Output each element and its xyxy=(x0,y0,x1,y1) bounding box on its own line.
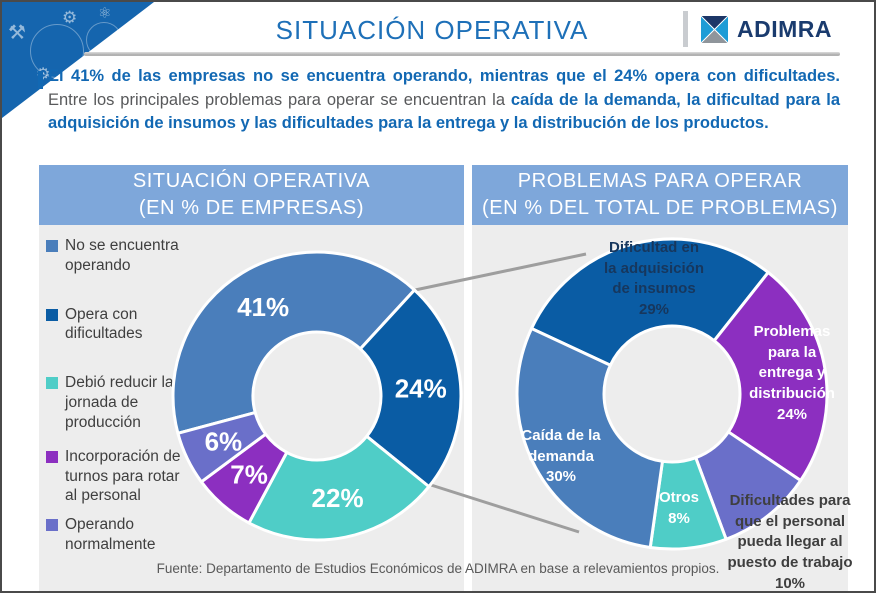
legend-swatch xyxy=(46,450,58,463)
gear-icon: ⚙ xyxy=(62,8,78,27)
legend-item: Operando normalmente xyxy=(46,515,191,555)
panel-right-header-line2: (EN % DEL TOTAL DE PROBLEMAS) xyxy=(481,197,838,219)
adimra-logo: ADIMRA xyxy=(683,11,832,47)
panel-left-header-line2: (EN % DE EMPRESAS) xyxy=(138,197,365,219)
intro-bold-tail: caída de la demanda, la dificultad para … xyxy=(48,90,840,133)
legend-label: Opera con dificultades xyxy=(65,305,143,343)
legend-swatch xyxy=(46,240,58,252)
legend-item: Debió reducir la jornada de producción xyxy=(46,373,191,432)
intro-accent-bar xyxy=(38,71,43,89)
header-divider xyxy=(84,52,840,56)
legend-label: Incorporación de turnos para rotar al pe… xyxy=(65,447,181,505)
legend-item: No se encuentra operando xyxy=(46,236,191,276)
legend-item: Opera con dificultades xyxy=(46,305,191,345)
source-note: Fuente: Departamento de Estudios Económi… xyxy=(156,561,720,576)
panel-problemas-operar: PROBLEMAS PARA OPERAR (EN % DEL TOTAL DE… xyxy=(472,165,848,591)
legend-label: Debió reducir la jornada de producción xyxy=(65,374,174,431)
panel-left-header-line1: SITUACIÓN OPERATIVA xyxy=(132,170,371,192)
page-title: SITUACIÓN OPERATIVA xyxy=(275,15,589,45)
adimra-logo-text: ADIMRA xyxy=(737,15,832,42)
intro-regular-text: Entre los principales problemas para ope… xyxy=(48,90,511,109)
legend-label: No se encuentra operando xyxy=(65,237,179,274)
legend: No se encuentra operando Opera con dific… xyxy=(46,236,191,584)
legend-swatch xyxy=(46,519,58,532)
adimra-logo-icon xyxy=(700,14,729,44)
panel-right-header-line1: PROBLEMAS PARA OPERAR xyxy=(517,170,803,192)
logo-separator-bar xyxy=(683,11,688,47)
legend-item: Incorporación de turnos para rotar al pe… xyxy=(46,447,191,506)
panel-right-header: PROBLEMAS PARA OPERAR (EN % DEL TOTAL DE… xyxy=(472,165,848,225)
tools-icon: ⚒ xyxy=(8,22,26,44)
intro-bold-lead: El 41% de las empresas no se encuentra o… xyxy=(48,67,840,85)
panel-left-header: SITUACIÓN OPERATIVA (EN % DE EMPRESAS) xyxy=(39,165,464,225)
legend-swatch xyxy=(46,308,58,321)
intro-paragraph: El 41% de las empresas no se encuentra o… xyxy=(48,65,840,136)
legend-swatch xyxy=(46,377,58,390)
legend-label: Operando normalmente xyxy=(65,516,156,554)
atom-icon: ⚛ xyxy=(98,5,112,22)
